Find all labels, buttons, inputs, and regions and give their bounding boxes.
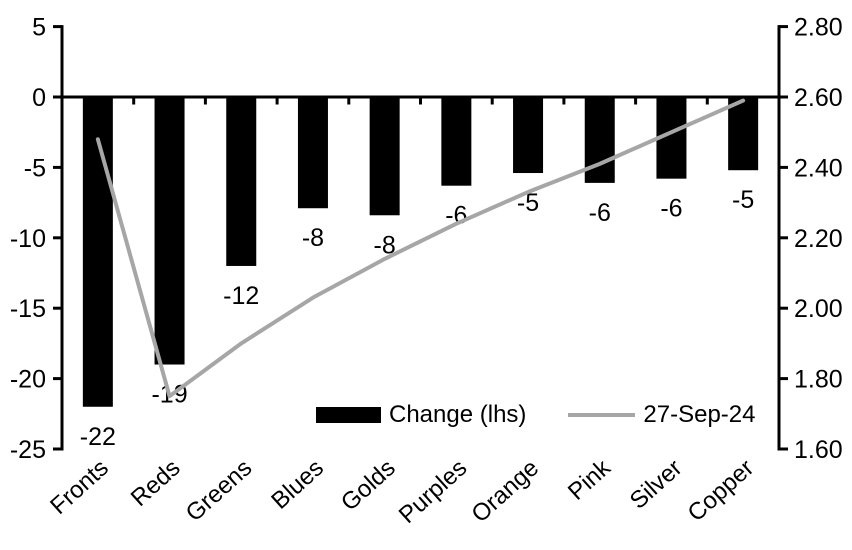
category-label-fronts: Fronts xyxy=(45,454,114,520)
category-label-blues: Blues xyxy=(266,454,329,514)
right-axis-tick-label: 2.60 xyxy=(794,84,843,112)
left-axis-tick-label: -10 xyxy=(10,225,46,253)
bar-reds xyxy=(154,97,185,365)
bar-label-golds: -8 xyxy=(374,231,396,259)
bar-copper xyxy=(728,97,759,171)
category-label-silver: Silver xyxy=(625,454,688,514)
chart-legend: Change (lhs) 27-Sep-24 xyxy=(316,400,755,430)
bar-fronts xyxy=(82,97,113,407)
legend-label-change: Change (lhs) xyxy=(389,401,527,428)
bar-label-copper: -5 xyxy=(732,186,754,214)
category-label-orange: Orange xyxy=(467,454,545,528)
category-label-golds: Golds xyxy=(336,454,401,516)
bar-label-silver: -6 xyxy=(660,195,682,223)
legend-label-line: 27-Sep-24 xyxy=(643,401,756,428)
category-label-purples: Purples xyxy=(394,454,473,529)
bar-label-greens: -12 xyxy=(223,282,259,310)
left-axis-tick-label: -5 xyxy=(24,154,46,182)
category-label-copper: Copper xyxy=(683,454,760,527)
bar-purples xyxy=(441,97,472,186)
bar-label-pink: -6 xyxy=(589,199,611,227)
right-axis-tick-label: 2.80 xyxy=(794,14,843,42)
left-axis-tick-label: -20 xyxy=(10,366,46,394)
right-axis-tick-label: 2.40 xyxy=(794,154,843,182)
bar-blues xyxy=(297,97,328,209)
bar-orange xyxy=(513,97,544,174)
bar-golds xyxy=(369,97,400,216)
legend-bar-swatch xyxy=(316,407,381,423)
legend-line-swatch xyxy=(568,413,636,417)
legend-item-change: Change (lhs) xyxy=(316,401,526,429)
category-label-reds: Reds xyxy=(126,454,186,512)
right-axis-tick-label: 2.20 xyxy=(794,225,843,253)
left-axis-tick-label: 0 xyxy=(32,84,46,112)
right-axis-tick-label: 1.80 xyxy=(794,366,843,394)
category-label-greens: Greens xyxy=(181,454,258,527)
bar-label-blues: -8 xyxy=(302,224,324,252)
right-axis-tick-label: 1.60 xyxy=(794,436,843,464)
category-label-pink: Pink xyxy=(563,454,617,506)
left-axis-tick-label: -15 xyxy=(10,295,46,323)
right-axis-tick-label: 2.00 xyxy=(794,295,843,323)
left-axis-tick-label: 5 xyxy=(32,14,46,42)
bar-greens xyxy=(226,97,257,266)
left-axis-tick-label: -25 xyxy=(10,436,46,464)
legend-item-line: 27-Sep-24 xyxy=(568,401,755,429)
series-line-27-sep-24 xyxy=(95,98,746,399)
bar-label-fronts: -22 xyxy=(80,423,116,451)
